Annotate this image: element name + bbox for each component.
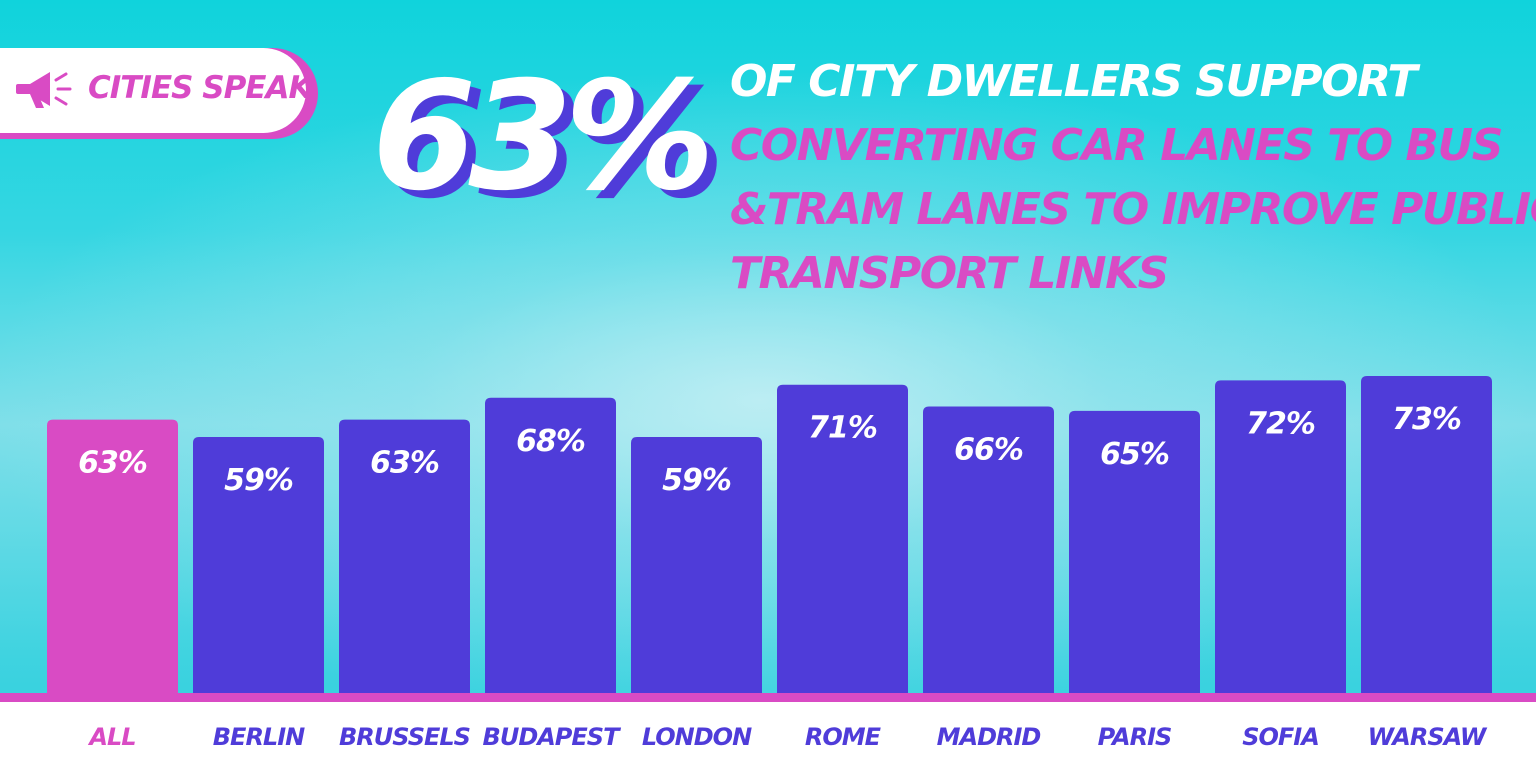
category-label-london: LONDON: [642, 723, 752, 751]
bar-all: [47, 419, 178, 694]
data-label-all: 63%: [78, 446, 147, 481]
category-label-band: [0, 700, 1536, 772]
bar-budapest: [485, 397, 616, 694]
headline-line-4: TRANSPORT LINKS: [730, 248, 1169, 299]
data-label-paris: 65%: [1100, 437, 1169, 472]
data-label-madrid: 66%: [954, 433, 1023, 468]
cities-speak-badge: CITIES SPEAK: [0, 48, 318, 139]
badge-face: CITIES SPEAK: [0, 48, 312, 133]
headline-line-1: OF CITY DWELLERS SUPPORT: [730, 56, 1418, 107]
bar-rome: [777, 384, 908, 694]
chart-baseline: [0, 693, 1536, 702]
category-label-berlin: BERLIN: [213, 723, 305, 751]
data-label-london: 59%: [662, 463, 731, 498]
bar-madrid: [923, 406, 1054, 694]
data-label-sofia: 72%: [1246, 406, 1315, 441]
headline-stat: 63%: [372, 50, 715, 224]
bar-berlin: [193, 437, 324, 694]
data-label-warsaw: 73%: [1392, 402, 1461, 437]
category-label-brussels: BRUSSELS: [339, 723, 470, 751]
bar-sofia: [1215, 380, 1346, 694]
bar-paris: [1069, 410, 1200, 694]
category-label-sofia: SOFIA: [1242, 723, 1319, 751]
bar-brussels: [339, 419, 470, 694]
headline-line-2: CONVERTING CAR LANES TO BUS: [730, 120, 1503, 171]
category-label-madrid: MADRID: [937, 723, 1041, 751]
megaphone-icon: [16, 72, 72, 108]
badge-label: CITIES SPEAK: [88, 70, 312, 106]
data-label-rome: 71%: [808, 411, 877, 446]
bar-warsaw: [1361, 376, 1492, 694]
headline-line-3: &TRAM LANES TO IMPROVE PUBLIC: [730, 184, 1536, 235]
category-label-rome: ROME: [805, 723, 882, 751]
bar-london: [631, 437, 762, 694]
data-label-budapest: 68%: [516, 424, 585, 459]
category-label-warsaw: WARSAW: [1368, 723, 1488, 751]
data-label-berlin: 59%: [224, 463, 293, 498]
category-label-all: ALL: [87, 723, 135, 751]
headline-text: OF CITY DWELLERS SUPPORT CONVERTING CAR …: [730, 50, 1536, 306]
category-label-paris: PARIS: [1098, 723, 1172, 751]
category-label-budapest: BUDAPEST: [483, 723, 622, 751]
data-label-brussels: 63%: [370, 446, 439, 481]
